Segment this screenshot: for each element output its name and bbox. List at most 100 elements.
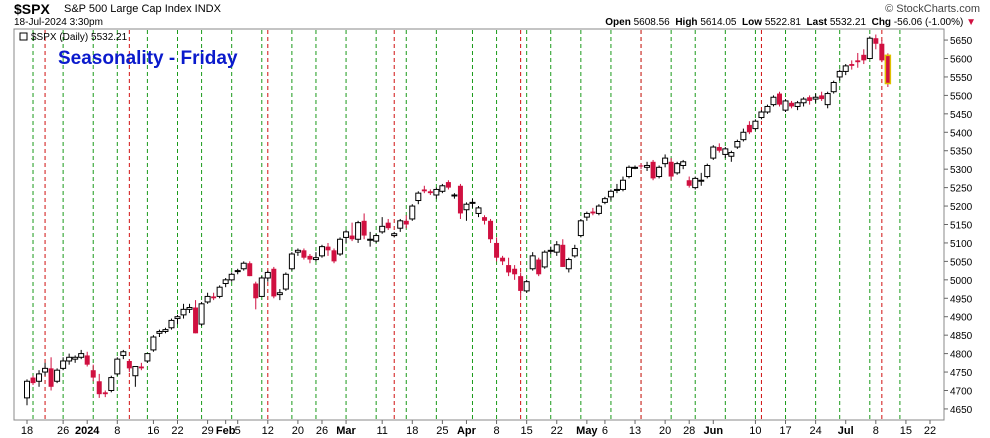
candle-body: [234, 270, 241, 273]
candle-body: [807, 97, 813, 101]
candle: [204, 292, 211, 304]
description-label: S&P 500 Large Cap Index INDX: [64, 3, 221, 15]
quote-summary: Open 5608.56 High 5614.05 Low 5522.81 La…: [605, 17, 976, 28]
candle: [560, 239, 566, 267]
candle: [547, 246, 554, 255]
candle: [632, 165, 639, 170]
candle-body: [830, 81, 837, 93]
candle: [494, 237, 500, 262]
open-value: 5608.56: [633, 17, 670, 28]
candle-body: [240, 262, 247, 270]
candle-body: [710, 146, 717, 159]
candle: [879, 40, 885, 63]
legend: $SPX (Daily) 5532.21: [19, 32, 128, 43]
candle-body: [331, 250, 337, 262]
candle-body: [547, 249, 554, 252]
x-tick-label: 22: [551, 425, 563, 437]
candle: [42, 362, 49, 376]
candle: [758, 110, 765, 120]
candle: [312, 252, 319, 262]
candle-body: [415, 192, 422, 202]
candle: [583, 211, 590, 221]
candle: [96, 373, 102, 398]
candle: [385, 218, 391, 231]
candle-body: [506, 265, 512, 273]
x-tick-label: 12: [262, 425, 274, 437]
candle-body: [72, 356, 79, 360]
candle-body: [734, 141, 741, 148]
candle: [794, 100, 801, 111]
candle: [403, 215, 409, 229]
x-tick-label: 15: [900, 425, 912, 437]
candle: [198, 301, 205, 326]
candle: [318, 244, 325, 258]
candle: [746, 121, 752, 135]
candle: [536, 257, 542, 277]
candle-body: [836, 70, 843, 78]
candle-body: [812, 96, 819, 100]
candle: [90, 364, 96, 382]
candle-body: [752, 120, 759, 130]
candle: [638, 163, 644, 170]
candle: [553, 241, 560, 256]
candle-body: [842, 65, 849, 72]
candle: [613, 183, 620, 194]
candle: [379, 217, 386, 234]
last-value: 5532.21: [829, 17, 867, 28]
candle-body: [457, 185, 463, 214]
candle: [36, 370, 43, 387]
candle-body: [855, 60, 861, 63]
candle: [482, 215, 488, 225]
candle-body: [264, 271, 271, 279]
candle: [349, 222, 355, 242]
x-tick-label: 16: [147, 425, 159, 437]
candle: [601, 196, 608, 205]
candle-body: [861, 54, 867, 61]
low-label: Low: [742, 17, 763, 28]
candle-body: [421, 189, 427, 192]
candle-body: [162, 329, 169, 332]
candle-body: [824, 93, 831, 106]
candle-body: [873, 38, 879, 44]
candle-body: [150, 336, 157, 351]
candle-body: [494, 242, 500, 258]
candle-body: [571, 247, 578, 257]
candle-body: [325, 246, 331, 251]
candle: [541, 250, 548, 269]
candle: [782, 99, 789, 112]
candle: [240, 261, 247, 271]
last-label: Last: [806, 17, 828, 28]
candle-body: [216, 286, 223, 297]
candle: [391, 231, 398, 238]
x-tick-label: Jun: [703, 425, 723, 437]
x-tick-label: 29: [201, 425, 213, 437]
candle: [777, 91, 782, 107]
candle: [595, 204, 602, 216]
candle: [228, 272, 235, 282]
y-tick-label: 4750: [950, 368, 973, 379]
candle: [710, 145, 717, 160]
candle: [800, 97, 807, 107]
candle: [361, 213, 367, 240]
x-tick-label: 22: [924, 425, 936, 437]
candle-body: [518, 276, 524, 291]
candle-body: [312, 257, 319, 261]
x-tick-label: 26: [316, 425, 328, 437]
chg-value: -56.06 (-1.00%): [893, 17, 964, 28]
candle: [873, 34, 879, 50]
candle-body: [174, 316, 181, 320]
x-tick-label: 6: [602, 425, 608, 437]
candle-body: [222, 279, 229, 285]
candle-body: [247, 263, 253, 277]
candle: [836, 69, 843, 81]
candle-body: [271, 268, 277, 297]
candle: [397, 218, 404, 232]
candle: [506, 257, 512, 277]
down-arrow-icon: ▼: [966, 17, 976, 28]
candle: [421, 185, 427, 194]
candle-body: [884, 54, 892, 85]
candle-body: [560, 244, 566, 267]
candle-body: [84, 355, 90, 365]
y-tick-label: 5150: [950, 221, 973, 232]
